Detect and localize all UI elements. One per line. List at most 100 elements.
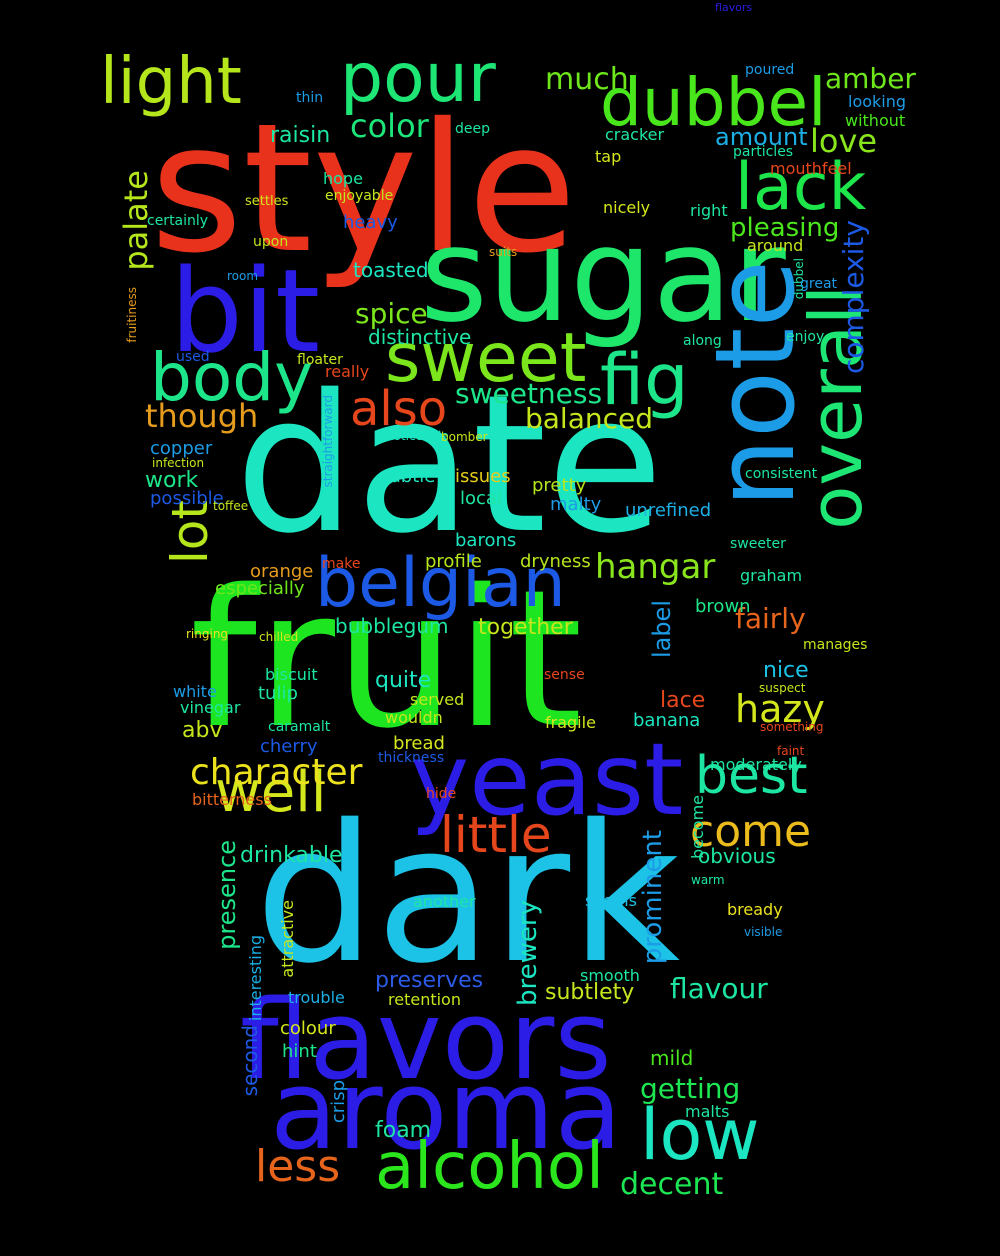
cloud-word: consistent [745,466,818,482]
cloud-word: make [322,556,361,572]
cloud-word: around [747,236,804,255]
cloud-word: sense [544,667,585,683]
cloud-word: manages [803,637,868,653]
cloud-word: malty [550,494,602,515]
cloud-word: malts [685,1102,730,1121]
cloud-word: love [810,122,878,160]
cloud-word: lace [660,688,706,713]
cloud-word: well [215,760,327,825]
cloud-word: fragile [545,713,596,732]
cloud-word: along [683,333,722,349]
cloud-word: distinctive [368,325,472,349]
cloud-word: faint [777,744,805,758]
cloud-word: hint [282,1041,317,1062]
cloud-word: dryness [520,551,591,572]
cloud-word: drinkable [240,843,343,868]
cloud-word: possible [150,488,224,509]
cloud-word: warm [691,873,725,887]
cloud-word: enjoyable [325,188,394,204]
cloud-word: right [690,201,728,220]
cloud-word: lack [735,150,867,225]
cloud-word: character [190,752,363,793]
cloud-word: color [350,107,429,145]
cloud-word: work [145,468,199,493]
cloud-word: deep [455,121,490,137]
cloud-word: without [845,111,906,130]
cloud-word: mouthfeel [770,159,852,178]
cloud-word: copper [150,438,213,459]
cloud-word: especially [215,578,305,599]
cloud-word: tulip [258,683,298,704]
cloud-word: brown [695,596,751,617]
cloud-word: balanced [525,402,654,435]
cloud-word: white [173,682,217,701]
cloud-word: spice [355,297,428,330]
cloud-word: sugar [420,199,786,351]
cloud-word: vinegar [180,698,241,717]
cloud-word: poured [745,62,795,78]
cloud-word: upon [253,234,289,250]
cloud-word: trouble [288,988,345,1007]
cloud-word: quite [375,668,432,693]
cloud-word: little [440,806,552,864]
cloud-word: seems [585,891,637,910]
cloud-word: toffee [213,499,249,513]
cloud-word: unrefined [625,500,712,521]
cloud-word: profile [425,551,482,572]
cloud-word: colour [280,1018,336,1039]
cloud-word: bready [727,900,783,919]
cloud-word: pretty [532,475,587,496]
cloud-word: low [640,1094,760,1176]
cloud-word: caramalt [268,719,331,735]
cloud-word: visible [744,925,783,939]
cloud-word: abv [182,718,223,743]
cloud-word: prominent [638,830,668,965]
cloud-word: though [145,397,259,435]
cloud-word: come [690,806,812,857]
cloud-word: suits [489,245,518,259]
cloud-word: particles [733,144,794,160]
cloud-word: pour [340,39,496,118]
cloud-word: really [325,362,370,381]
cloud-word: flavors [240,976,612,1104]
cloud-word: noticeable [386,429,449,443]
cloud-word: mild [650,1046,694,1070]
cloud-word: preserves [375,968,484,993]
cloud-word: fruit [190,549,583,770]
cloud-word: enjoy [786,329,825,345]
cloud-word: bread [393,733,445,754]
cloud-word: banana [633,710,701,731]
cloud-word: subtle [380,466,436,487]
cloud-word: served [410,690,465,709]
cloud-word: decent [620,1167,724,1202]
cloud-word: together [478,615,573,640]
cloud-word: barons [455,530,517,551]
cloud-word: another [413,892,476,911]
cloud-word: local [460,488,502,509]
cloud-word: tap [595,147,622,166]
cloud-word: straightforward [321,395,335,488]
cloud-word: biscuit [265,665,318,684]
cloud-word: fruitiness [125,287,139,343]
cloud-word: fairly [735,602,806,635]
cloud-word: obvious [698,844,776,868]
cloud-word: yeast [410,721,684,838]
cloud-word: heavy [343,212,398,233]
cloud-word: raisin [270,123,331,148]
cloud-word: body [150,339,314,416]
cloud-word: cherry [260,736,318,757]
cloud-word: dark [255,784,681,1005]
cloud-word: sweet [385,319,587,398]
cloud-word: interesting [246,935,265,1022]
cloud-word: nice [763,658,809,683]
cloud-word: settles [245,194,289,209]
cloud-word: alcohol [375,1130,604,1204]
cloud-word: certainly [147,213,209,229]
cloud-word: used [176,349,210,365]
cloud-word: style [150,85,577,292]
cloud-word: fig [600,339,689,421]
cloud-word: hazy [735,687,825,731]
cloud-word: less [255,1141,341,1192]
cloud-word: infection [152,456,205,470]
cloud-word: second [238,1025,262,1097]
